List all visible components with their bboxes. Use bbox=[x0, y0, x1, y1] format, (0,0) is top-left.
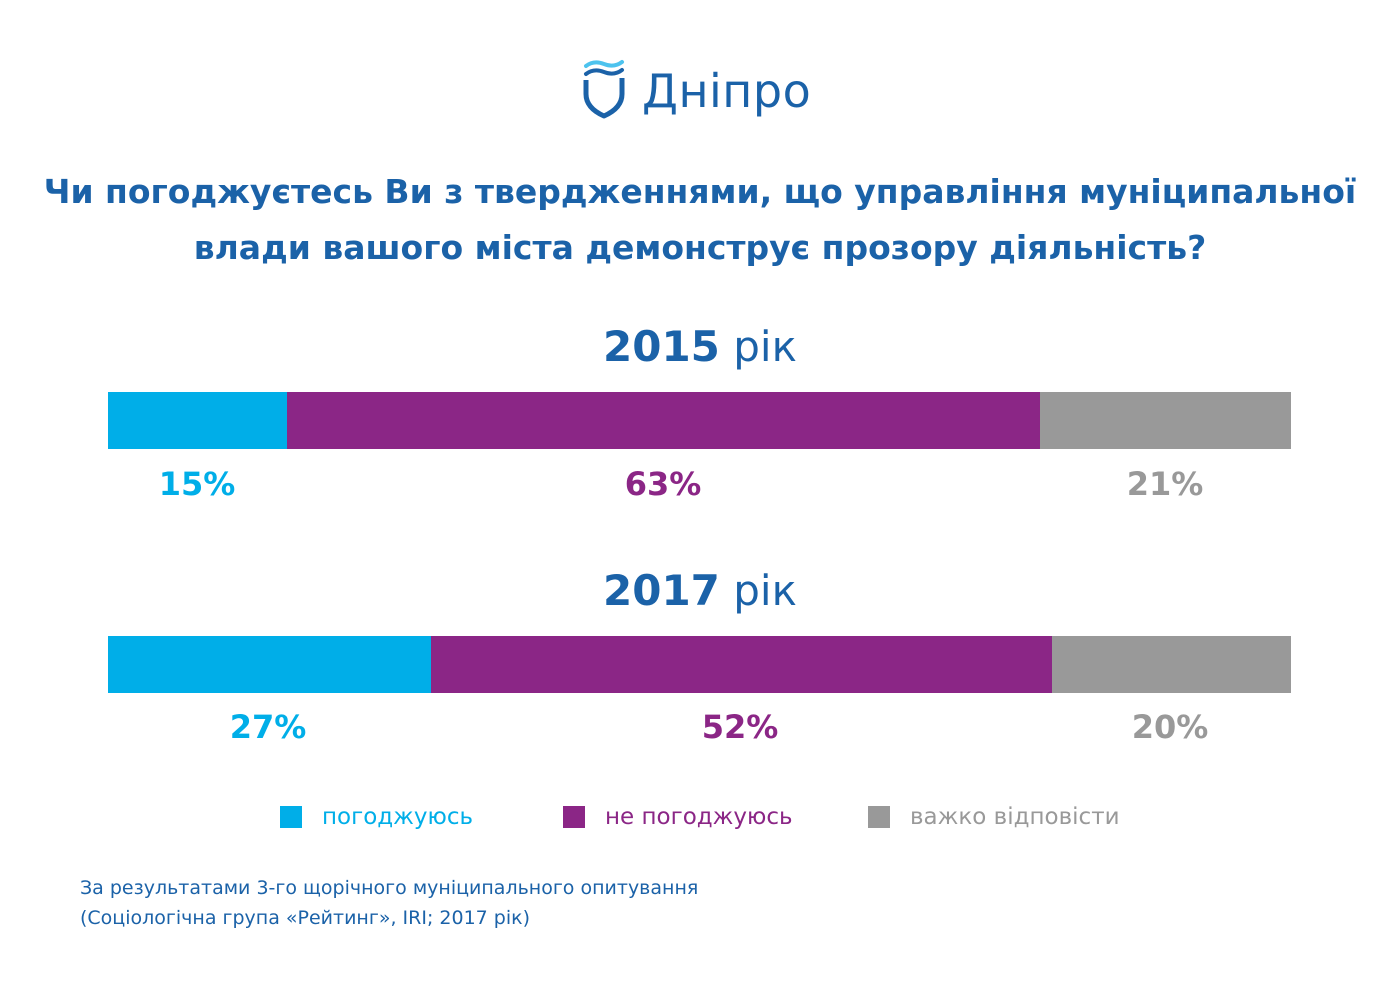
bar-segment-2015-agree bbox=[108, 392, 287, 449]
bar-2015 bbox=[108, 392, 1291, 449]
year-2015: 2015 bbox=[603, 322, 720, 371]
shield-wave-icon bbox=[580, 58, 628, 124]
year-suffix-2015: рік bbox=[719, 322, 797, 371]
logo: Дніпро bbox=[580, 58, 811, 124]
legend-label-disagree: не погоджуюсь bbox=[605, 804, 793, 830]
legend-label-agree: погоджуюсь bbox=[322, 804, 474, 830]
source-footnote: За результатами 3-го щорічного муніципал… bbox=[80, 873, 698, 933]
year-2017: 2017 bbox=[603, 566, 720, 615]
year-suffix-2017: рік bbox=[719, 566, 797, 615]
data-label-2015-hard: 21% bbox=[1126, 465, 1204, 503]
question-line-1: Чи погоджуєтесь Ви з твердженнями, що уп… bbox=[43, 172, 1357, 211]
bar-segment-2017-hard bbox=[1052, 636, 1291, 693]
data-label-2015-disagree: 63% bbox=[624, 465, 702, 503]
legend-label-hard: важко відповісти bbox=[910, 804, 1120, 830]
data-label-2015-agree: 15% bbox=[158, 465, 236, 503]
legend-swatch-agree bbox=[280, 806, 302, 828]
legend-item-agree: погоджуюсь bbox=[280, 804, 473, 830]
legend-item-disagree: не погоджуюсь bbox=[563, 804, 793, 830]
chart-question: Чи погоджуєтесь Ви з твердженнями, що уп… bbox=[0, 164, 1400, 276]
bar-2017 bbox=[108, 636, 1291, 693]
bar-segment-2017-disagree bbox=[431, 636, 1052, 693]
logo-text: Дніпро bbox=[642, 64, 812, 118]
bar-segment-2015-disagree bbox=[287, 392, 1040, 449]
bar-segment-2017-agree bbox=[108, 636, 431, 693]
legend-swatch-hard bbox=[868, 806, 890, 828]
footnote-line-1: За результатами 3-го щорічного муніципал… bbox=[80, 877, 699, 899]
legend-swatch-disagree bbox=[563, 806, 585, 828]
question-line-2: влади вашого міста демонструє прозору ді… bbox=[193, 228, 1207, 267]
data-label-2017-hard: 20% bbox=[1131, 708, 1209, 746]
data-label-2017-agree: 27% bbox=[229, 708, 307, 746]
year-title-2017: 2017 рік bbox=[0, 566, 1400, 615]
data-label-2017-disagree: 52% bbox=[701, 708, 779, 746]
footnote-line-2: (Соціологічна група «Рейтинг», IRI; 2017… bbox=[80, 907, 531, 929]
bar-segment-2015-hard bbox=[1040, 392, 1291, 449]
legend-item-hard: важко відповісти bbox=[868, 804, 1120, 830]
year-title-2015: 2015 рік bbox=[0, 322, 1400, 371]
